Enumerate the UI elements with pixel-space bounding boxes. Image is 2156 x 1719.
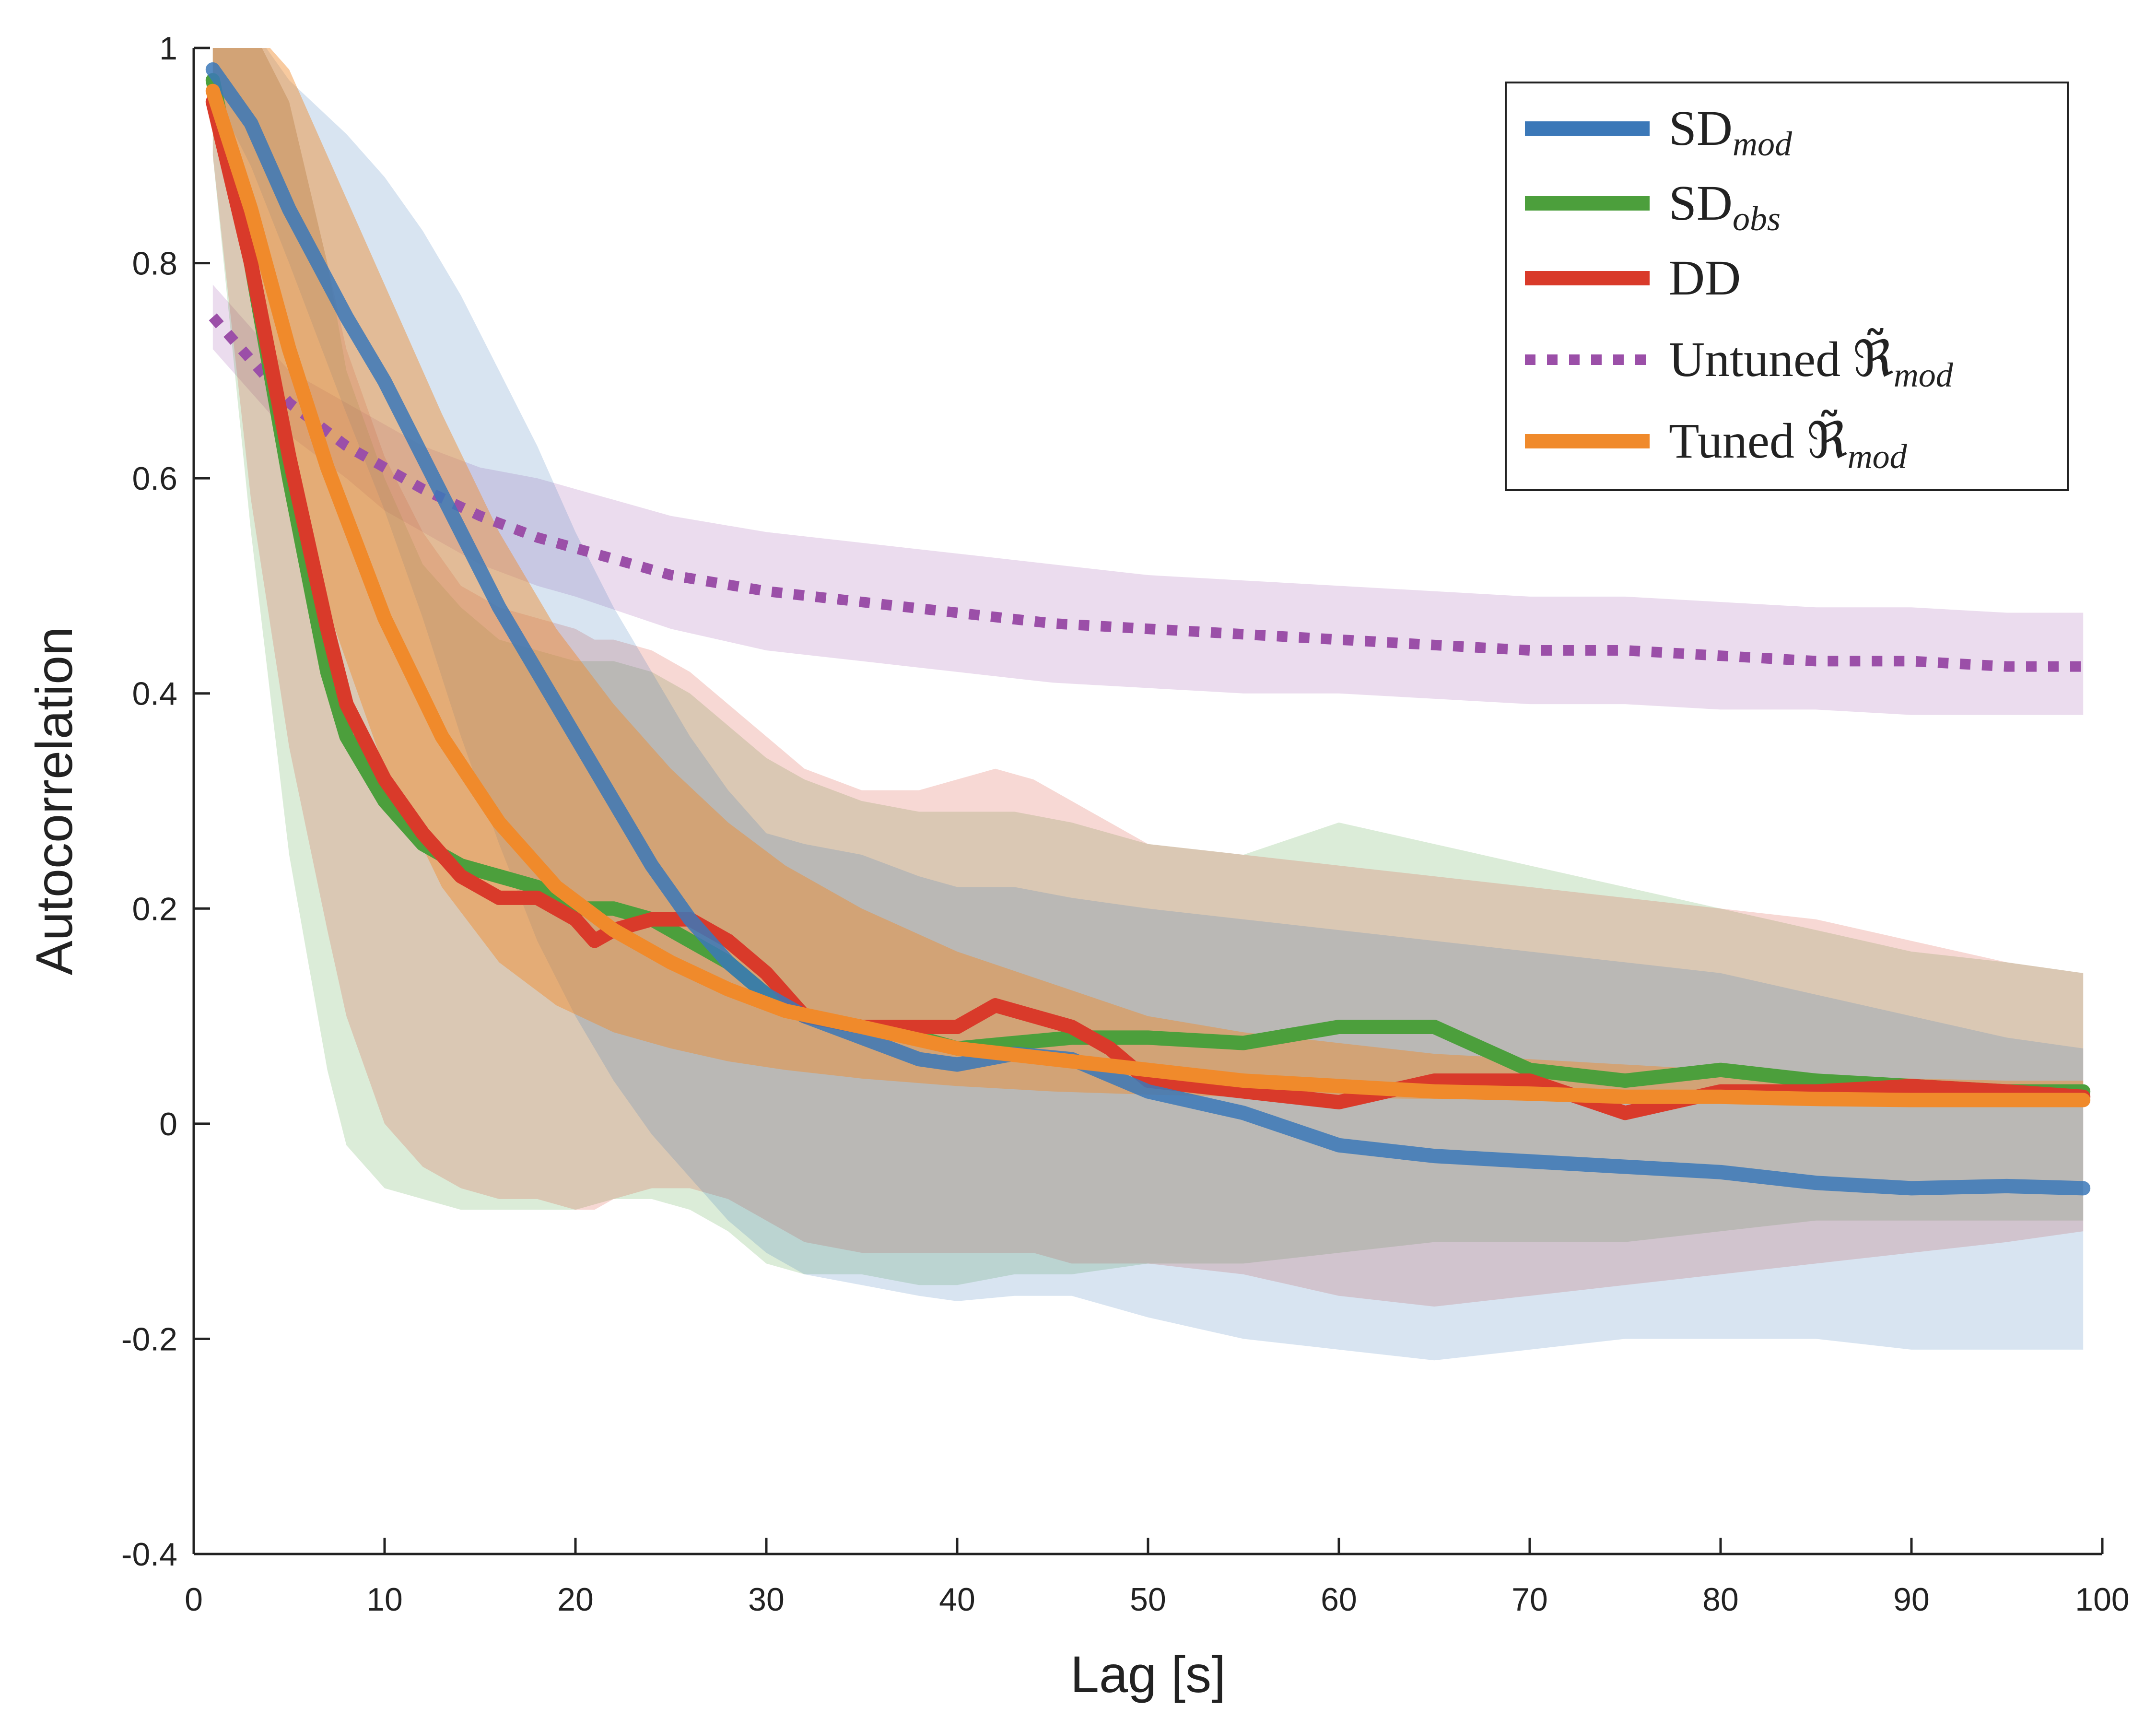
legend-label-base: SD (1669, 101, 1733, 156)
legend-label: SDmod (1669, 101, 1793, 163)
band-sd-mod (212, 48, 2084, 1361)
x-tick-label: 30 (748, 1581, 785, 1618)
legend-label-base: DD (1669, 250, 1741, 306)
legend-label: Tuned ℜ̃mod (1669, 410, 1908, 476)
legend-label-subscript: mod (1733, 125, 1793, 163)
y-tick-label: -0.2 (121, 1321, 177, 1357)
line-untuned (209, 313, 2084, 672)
y-axis-label: Autocorrelation (25, 627, 83, 975)
legend-label: DD (1669, 250, 1741, 306)
y-tick-label: 0.2 (132, 891, 177, 927)
legend-label: Untuned ℜ̃mod (1669, 328, 1954, 394)
y-tick-label: 0.8 (132, 246, 177, 282)
legend-label-subscript: mod (1894, 356, 1954, 394)
y-ticks: -0.4 -0.2 0 0.2 0.4 0.6 0.8 1 (121, 30, 210, 1573)
x-tick-label: 20 (557, 1581, 594, 1618)
x-tick-label: 0 (185, 1581, 203, 1618)
legend-label-base: SD (1669, 176, 1733, 231)
legend-label-base: Tuned ℜ̃ (1669, 410, 1848, 469)
line-tuned (205, 83, 2091, 1107)
legend-box (1505, 82, 2069, 491)
band-untuned (212, 284, 2084, 715)
y-tick-label: 0 (159, 1106, 177, 1142)
x-tick-label: 40 (939, 1581, 975, 1618)
band-tuned (212, 48, 2084, 1102)
band-dd (212, 48, 2084, 1307)
legend-label-base: Untuned ℜ̃ (1669, 328, 1894, 387)
x-tick-label: 80 (1702, 1581, 1739, 1618)
x-tick-label: 100 (2075, 1581, 2129, 1618)
y-tick-label: 0.4 (132, 676, 177, 712)
series-lines (205, 62, 2091, 1196)
y-tick-label: 1 (159, 30, 177, 67)
band-sd-obs (212, 48, 2084, 1285)
legend-label: SDobs (1669, 176, 1781, 238)
legend-label-subscript: mod (1848, 437, 1908, 476)
confidence-bands (212, 48, 2084, 1361)
x-tick-label: 50 (1130, 1581, 1166, 1618)
x-ticks: 0 10 20 30 40 50 60 70 80 90 100 (185, 1538, 2130, 1618)
x-axis-label: Lag [s] (1070, 1645, 1226, 1703)
x-tick-label: 70 (1512, 1581, 1548, 1618)
legend-label-subscript: obs (1733, 200, 1781, 238)
x-tick-label: 60 (1321, 1581, 1357, 1618)
y-tick-label: 0.6 (132, 460, 177, 497)
x-tick-label: 10 (366, 1581, 403, 1618)
y-tick-label: -0.4 (121, 1536, 177, 1573)
x-tick-label: 90 (1893, 1581, 1930, 1618)
